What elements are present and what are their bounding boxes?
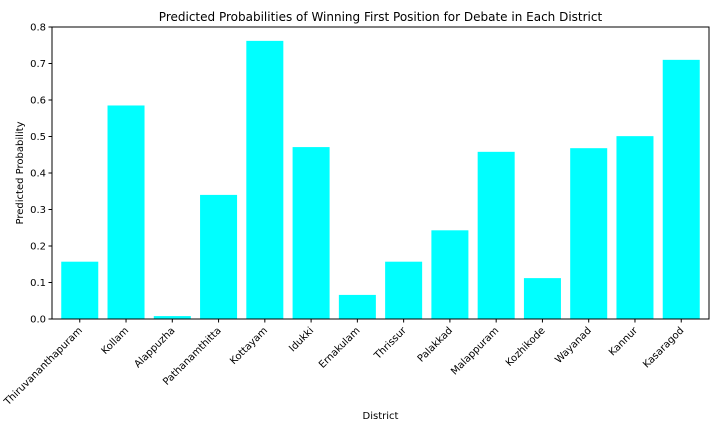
bar-thiruvananthapuram [61, 261, 99, 319]
bar-pathanamthitta [200, 194, 238, 319]
bar-kottayam [246, 40, 284, 320]
bar-wayanad [570, 148, 608, 319]
x-tick-label: Malappuram [449, 325, 501, 377]
x-tick-label: Idukki [287, 325, 316, 354]
x-tick-label: Kasaragod [641, 325, 686, 370]
bar-alappuzha [153, 316, 191, 319]
x-tick-label: Ernakulam [317, 325, 362, 370]
x-axis-title: District [363, 411, 399, 422]
bar-kannur [616, 136, 654, 319]
bar-kasaragod [662, 59, 700, 319]
x-tick-label: Thrissur [372, 325, 410, 363]
bar-thrissur [385, 261, 423, 319]
bar-kollam [107, 105, 145, 319]
y-tick-label: 0.4 [30, 169, 46, 180]
x-tick-label: Kannur [607, 325, 641, 359]
y-tick-label: 0.5 [30, 132, 46, 143]
bar-ernakulam [338, 294, 376, 319]
x-tick-label: Alappuzha [133, 325, 178, 370]
plot-frame [51, 26, 710, 320]
x-axis: Thiruvananthapuram Kollam AlappuzhaPathana… [2, 319, 686, 408]
bars-group [61, 40, 700, 320]
y-tick-label: 0.3 [30, 205, 46, 216]
bar-palakkad [431, 230, 469, 319]
x-tick-label: Palakkad [416, 325, 455, 364]
y-tick-label: 0.2 [30, 242, 46, 253]
y-axis: 0.0 0.1 0.2 0.3 0.4 0.5 0.6 0.7 0.8 [30, 23, 52, 326]
bar-idukki [292, 147, 330, 319]
x-tick-label: Kozhikode [504, 325, 548, 369]
bar-kozhikode [523, 278, 561, 319]
x-tick-label: Wayanad [553, 325, 593, 365]
y-tick-label: 0.6 [30, 96, 46, 107]
x-tick-label: Kollam [100, 325, 132, 357]
y-axis-title: Predicted Probability [15, 121, 26, 224]
x-tick-label: Thiruvananthapuram [2, 325, 85, 408]
bar-malappuram [477, 151, 515, 319]
y-tick-label: 0.1 [30, 278, 46, 289]
chart-title: Predicted Probabilities of Winning First… [159, 10, 603, 24]
y-tick-label: 0.0 [30, 315, 46, 326]
y-tick-label: 0.7 [30, 59, 46, 70]
y-tick-label: 0.8 [30, 23, 46, 34]
x-tick-label: Kottayam [228, 325, 270, 367]
